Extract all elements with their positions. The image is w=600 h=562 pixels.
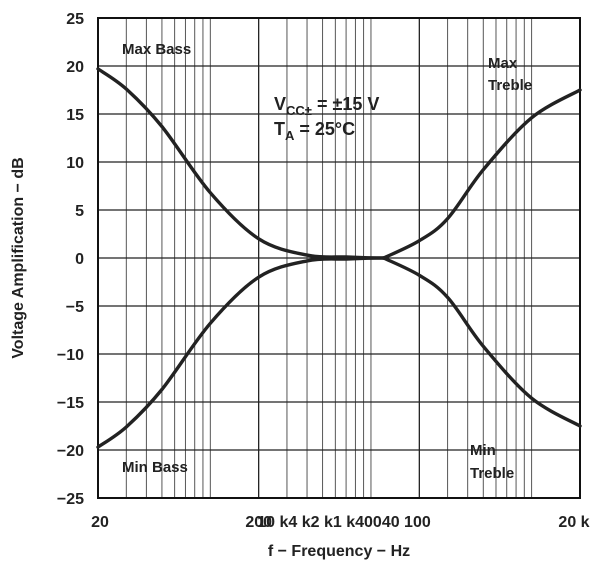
y-tick-label: −10 — [57, 347, 84, 364]
vcc-value: = ±15 V — [312, 94, 379, 114]
plot-frame — [97, 17, 581, 499]
min-bass-curve — [96, 256, 386, 449]
y-tick-labels: 25 20 15 10 5 0 −5 −10 −15 −20 −25 — [57, 11, 84, 508]
y-axis-label: Voltage Amplification − dB — [10, 157, 27, 358]
x-axis-label: f − Frequency − Hz — [268, 543, 410, 560]
min-treble-label-line2: Treble — [470, 465, 514, 482]
max-treble-label-line2: Treble — [488, 77, 532, 94]
ta-condition: TA = 25°C — [274, 119, 355, 143]
max-treble-curve — [382, 88, 582, 260]
y-tick-label: 0 — [75, 251, 84, 268]
x-tick-labels: 20 200 20 k — [91, 514, 590, 531]
x-tick-run-label: 10 k4 k2 k1 k40040 100 — [257, 514, 431, 531]
y-tick-label: 10 — [66, 155, 84, 172]
max-treble-label-line1: Max — [488, 55, 518, 72]
y-tick-label: 25 — [66, 11, 84, 28]
vcc-main: V — [274, 94, 286, 114]
curves — [96, 67, 582, 449]
min-treble-label-line1: Min — [470, 442, 496, 459]
min-treble-curve — [382, 256, 582, 428]
y-tick-label: 5 — [75, 203, 84, 220]
ta-main: T — [274, 119, 285, 139]
y-tick-label: 20 — [66, 59, 84, 76]
x-tick-label: 20 k — [558, 514, 589, 531]
y-tick-label: 15 — [66, 107, 84, 124]
y-tick-label: −5 — [66, 299, 84, 316]
x-tick-label: 20 — [91, 514, 109, 531]
vcc-subscript: CC± — [286, 103, 312, 118]
max-bass-label: Max Bass — [122, 41, 191, 58]
vcc-condition: VCC± = ±15 V — [274, 94, 379, 118]
x-tick-label: 200 — [245, 514, 272, 531]
operating-conditions: VCC± = ±15 V TA = 25°C — [274, 94, 379, 143]
y-tick-label: −15 — [57, 395, 84, 412]
ta-subscript: A — [285, 128, 295, 143]
y-tick-label: −20 — [57, 443, 84, 460]
ta-value: = 25°C — [294, 119, 355, 139]
min-bass-label: Min Bass — [122, 459, 188, 476]
y-tick-label: −25 — [57, 491, 84, 508]
